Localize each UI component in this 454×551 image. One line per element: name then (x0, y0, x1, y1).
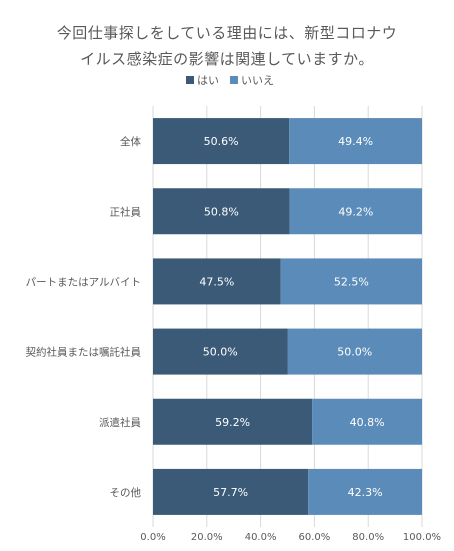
legend-swatch-yes (186, 76, 194, 84)
data-label-yes-4: 59.2% (215, 416, 250, 429)
bar-no-0 (289, 118, 422, 165)
bar-no-3 (287, 328, 422, 375)
data-label-no-3: 50.0% (337, 346, 372, 359)
bar-no-2 (280, 258, 422, 305)
bar-yes-3 (153, 328, 288, 375)
category-label-2: パートまたはアルバイト (26, 276, 141, 288)
data-label-no-0: 49.4% (338, 135, 373, 148)
category-label-0: 全体 (120, 135, 141, 148)
x-tick-label-0: 0.0% (140, 532, 165, 543)
data-label-yes-1: 50.8% (204, 205, 239, 218)
data-label-yes-3: 50.0% (203, 346, 238, 359)
category-label-5: その他 (110, 486, 142, 499)
legend-label-yes: はい (197, 74, 219, 87)
legend-label-no: いいえ (241, 74, 274, 87)
bar-yes-4 (153, 398, 313, 445)
data-label-yes-5: 57.7% (213, 486, 248, 499)
data-label-no-1: 49.2% (338, 205, 373, 218)
x-tick-label-5: 100.0% (403, 532, 441, 543)
bar-no-4 (312, 398, 422, 445)
x-tick-label-3: 60.0% (299, 532, 331, 543)
bar-yes-1 (153, 188, 290, 235)
data-label-no-5: 42.3% (348, 486, 383, 499)
bar-no-1 (289, 188, 422, 235)
chart-title-line-2: イルス感染症の影響は関連していますか。 (80, 50, 374, 68)
bar-yes-2 (153, 258, 281, 305)
data-label-yes-0: 50.6% (204, 135, 239, 148)
x-tick-label-2: 40.0% (245, 532, 277, 543)
category-label-1: 正社員 (110, 205, 142, 218)
bar-yes-0 (153, 118, 290, 165)
bar-no-5 (308, 468, 422, 515)
chart-title-line-1: 今回仕事探しをしている理由には、新型コロナウ (56, 24, 398, 42)
category-label-4: 派遣社員 (99, 416, 141, 429)
x-tick-label-1: 20.0% (191, 532, 223, 543)
data-label-no-2: 52.5% (334, 275, 369, 288)
legend-swatch-no (230, 76, 238, 84)
bar-yes-5 (153, 468, 309, 515)
category-label-3: 契約社員または嘱託社員 (26, 346, 142, 359)
data-label-yes-2: 47.5% (199, 275, 234, 288)
data-label-no-4: 40.8% (350, 416, 385, 429)
x-tick-label-4: 80.0% (352, 532, 384, 543)
